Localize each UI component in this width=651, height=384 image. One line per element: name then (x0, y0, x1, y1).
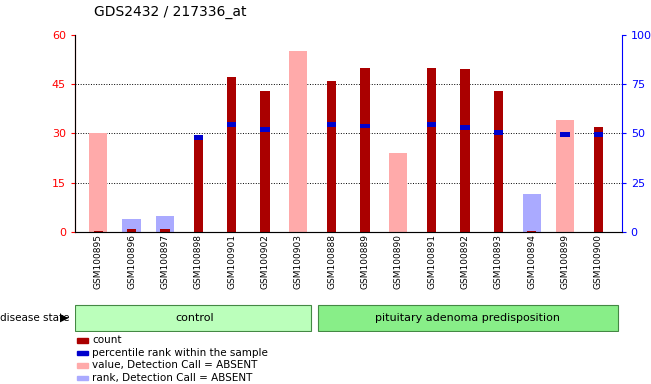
Bar (77, 338, 89, 343)
Text: GSM100895: GSM100895 (94, 234, 103, 289)
Text: GSM100903: GSM100903 (294, 234, 303, 289)
Text: disease state: disease state (0, 313, 70, 323)
Text: GSM100889: GSM100889 (361, 234, 370, 289)
Bar (460, 125, 469, 130)
Bar (389, 153, 408, 232)
Bar (77, 363, 89, 367)
Bar (427, 122, 436, 127)
Bar (327, 81, 337, 232)
Bar (527, 231, 536, 232)
Text: GSM100901: GSM100901 (227, 234, 236, 289)
Bar (127, 229, 136, 232)
Bar (523, 213, 541, 232)
Bar (493, 91, 503, 232)
Bar (523, 194, 541, 232)
Bar (193, 138, 203, 232)
Text: GSM100896: GSM100896 (127, 234, 136, 289)
FancyBboxPatch shape (75, 305, 311, 331)
Text: GSM100899: GSM100899 (561, 234, 570, 289)
Text: percentile rank within the sample: percentile rank within the sample (92, 348, 268, 358)
Text: GDS2432 / 217336_at: GDS2432 / 217336_at (94, 5, 247, 19)
Text: rank, Detection Call = ABSENT: rank, Detection Call = ABSENT (92, 373, 253, 383)
Text: count: count (92, 335, 122, 345)
Bar (156, 216, 174, 232)
Bar (360, 124, 370, 129)
Text: control: control (175, 313, 214, 323)
Bar (89, 134, 107, 232)
Text: GSM100893: GSM100893 (494, 234, 503, 289)
Bar (327, 122, 337, 127)
Text: value, Detection Call = ABSENT: value, Detection Call = ABSENT (92, 360, 257, 370)
Bar (193, 135, 203, 140)
Bar (561, 132, 570, 137)
Text: GSM100900: GSM100900 (594, 234, 603, 289)
Bar (594, 132, 603, 137)
Text: GSM100898: GSM100898 (194, 234, 202, 289)
Text: GSM100888: GSM100888 (327, 234, 336, 289)
Bar (122, 227, 141, 232)
Text: GSM100894: GSM100894 (527, 234, 536, 289)
Text: pituitary adenoma predisposition: pituitary adenoma predisposition (376, 313, 561, 323)
Text: ▶: ▶ (60, 313, 68, 323)
Bar (160, 229, 169, 232)
Bar (493, 130, 503, 135)
Bar (156, 226, 174, 232)
Bar (77, 351, 89, 355)
Text: GSM100891: GSM100891 (427, 234, 436, 289)
FancyBboxPatch shape (318, 305, 618, 331)
Bar (77, 376, 89, 380)
Bar (427, 68, 436, 232)
Bar (260, 127, 270, 132)
Bar (260, 91, 270, 232)
Bar (227, 78, 236, 232)
Text: GSM100897: GSM100897 (160, 234, 169, 289)
Bar (227, 122, 236, 127)
Text: GSM100892: GSM100892 (460, 234, 469, 289)
Text: GSM100902: GSM100902 (260, 234, 270, 289)
Bar (289, 51, 307, 232)
Bar (122, 219, 141, 232)
Bar (94, 231, 103, 232)
Bar (360, 68, 370, 232)
Bar (594, 127, 603, 232)
Bar (460, 69, 469, 232)
Bar (556, 120, 574, 232)
Text: GSM100890: GSM100890 (394, 234, 403, 289)
